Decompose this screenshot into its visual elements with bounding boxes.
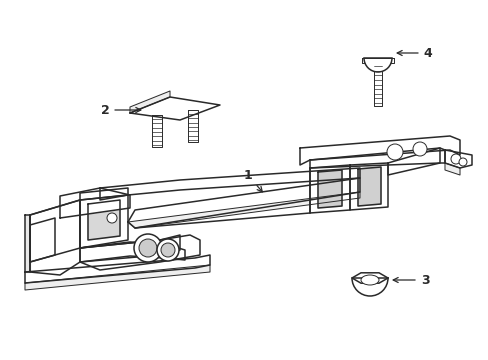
Text: 2: 2 (101, 104, 141, 117)
Polygon shape (128, 192, 359, 228)
Polygon shape (444, 163, 459, 175)
Polygon shape (187, 110, 198, 142)
Polygon shape (152, 115, 162, 147)
Circle shape (157, 239, 179, 261)
Circle shape (386, 144, 402, 160)
Polygon shape (25, 255, 209, 283)
Polygon shape (444, 150, 471, 168)
Text: 1: 1 (243, 168, 262, 192)
Circle shape (134, 234, 162, 262)
Ellipse shape (360, 275, 378, 285)
Polygon shape (30, 200, 180, 275)
Text: 4: 4 (396, 46, 431, 59)
Text: 3: 3 (392, 274, 428, 287)
Polygon shape (373, 63, 381, 106)
Wedge shape (363, 58, 391, 72)
Polygon shape (88, 200, 120, 240)
Polygon shape (25, 215, 30, 272)
Polygon shape (25, 265, 209, 290)
Circle shape (450, 154, 460, 164)
Circle shape (161, 243, 175, 257)
Polygon shape (349, 163, 387, 210)
Polygon shape (130, 91, 170, 113)
Circle shape (107, 213, 117, 223)
Polygon shape (309, 165, 349, 213)
Wedge shape (351, 278, 387, 296)
Polygon shape (30, 200, 80, 262)
Polygon shape (128, 178, 359, 228)
Polygon shape (361, 58, 393, 63)
Polygon shape (60, 188, 130, 218)
Polygon shape (299, 136, 459, 165)
Polygon shape (387, 148, 444, 175)
Polygon shape (351, 273, 387, 283)
Polygon shape (357, 167, 380, 206)
Polygon shape (80, 235, 200, 270)
Polygon shape (100, 168, 359, 200)
Polygon shape (317, 170, 341, 208)
Circle shape (139, 239, 157, 257)
Polygon shape (130, 97, 220, 120)
Circle shape (458, 158, 466, 166)
Polygon shape (30, 218, 55, 262)
Polygon shape (80, 242, 184, 262)
Polygon shape (80, 188, 128, 200)
Polygon shape (80, 195, 128, 248)
Circle shape (412, 142, 426, 156)
Polygon shape (309, 148, 439, 168)
